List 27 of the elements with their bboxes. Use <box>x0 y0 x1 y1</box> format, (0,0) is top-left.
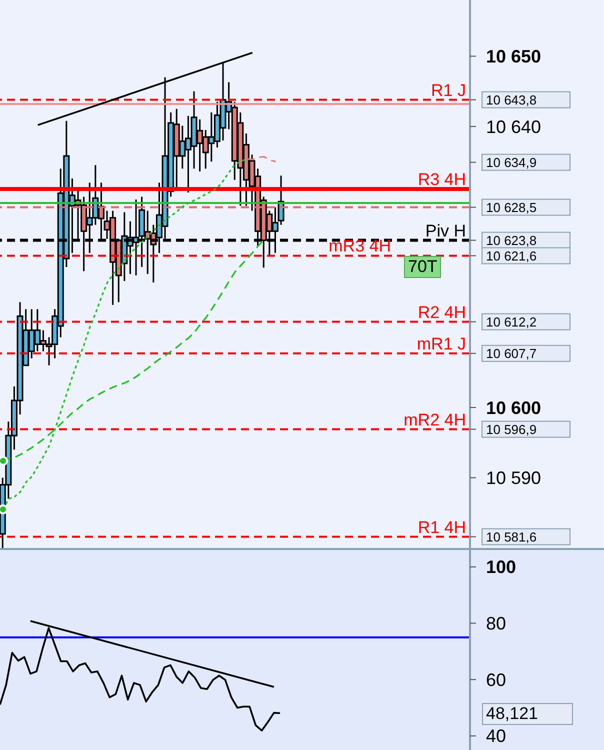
y-tick-label: 40 <box>486 726 506 746</box>
badge: 70T <box>404 256 442 278</box>
ref-line-label: R3 4H <box>418 170 466 189</box>
y-tick-label: 100 <box>486 557 516 578</box>
ref-line-label: R1 4H <box>418 518 466 537</box>
y-tick-label: 10 596,9 <box>486 422 537 437</box>
y-tick-label: 10 628,5 <box>486 200 537 215</box>
y-tick-label: 10 600 <box>486 398 542 418</box>
y-tick-label: 80 <box>486 614 506 634</box>
y-tick-label: 10 640 <box>486 116 542 137</box>
value-box: 48,121 <box>482 703 573 726</box>
y-tick-label: 10 607,7 <box>486 346 537 361</box>
y-tick-label: 10 621,6 <box>486 248 537 264</box>
y-tick-label: 10 590 <box>486 468 542 488</box>
y-tick-label: 10 623,8 <box>486 232 537 248</box>
ref-line-label: Piv H <box>425 221 466 240</box>
ref-line-label: R2 4H <box>418 302 466 322</box>
y-tick-label: 10 581,6 <box>486 529 537 544</box>
y-tick-label: 10 643,8 <box>486 92 537 108</box>
y-tick-label: 10 612,2 <box>486 314 537 330</box>
y-tick-label: 10 650 <box>486 46 542 67</box>
y-tick-label: 10 634,9 <box>486 154 537 170</box>
ref-line-label: R1 J <box>431 80 466 100</box>
ref-line-label: mR1 J <box>416 334 466 354</box>
ref-line-label: mR3 4H <box>328 236 391 256</box>
y-tick-label: 60 <box>486 670 506 690</box>
ref-line-label: mR2 4H <box>404 410 466 430</box>
